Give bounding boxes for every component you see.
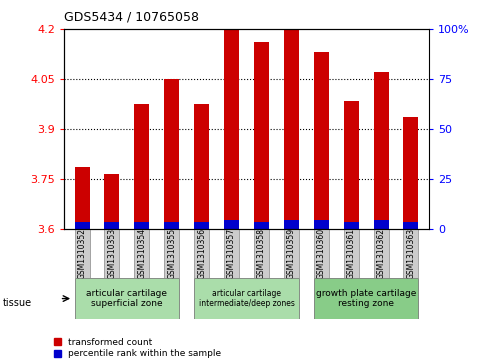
Bar (284, 220, 299, 229)
Bar (105, 222, 119, 229)
Text: GSM1310360: GSM1310360 (317, 228, 326, 279)
Bar (403, 117, 419, 229)
Bar (314, 52, 329, 229)
Text: articular cartilage
intermediate/deep zones: articular cartilage intermediate/deep zo… (199, 289, 294, 308)
Bar (403, 222, 419, 229)
Bar (194, 278, 299, 319)
Text: GSM1310362: GSM1310362 (377, 228, 386, 279)
Text: GSM1310357: GSM1310357 (227, 228, 236, 279)
Text: tissue: tissue (2, 298, 32, 308)
Bar (135, 222, 149, 229)
Text: GSM1310356: GSM1310356 (197, 228, 206, 279)
Text: GSM1310354: GSM1310354 (138, 228, 146, 279)
Text: GSM1310359: GSM1310359 (287, 228, 296, 279)
Bar (284, 229, 299, 278)
Text: growth plate cartilage
resting zone: growth plate cartilage resting zone (316, 289, 416, 308)
Bar (135, 229, 149, 278)
Bar (403, 229, 419, 278)
Text: GDS5434 / 10765058: GDS5434 / 10765058 (64, 11, 199, 24)
Bar (105, 229, 119, 278)
Bar (74, 222, 90, 229)
Text: GSM1310363: GSM1310363 (406, 228, 416, 279)
Bar (105, 174, 119, 229)
Bar (314, 220, 329, 229)
Bar (344, 229, 358, 278)
Bar (314, 229, 329, 278)
Bar (314, 278, 419, 319)
Text: articular cartilage
superficial zone: articular cartilage superficial zone (86, 289, 168, 308)
Bar (344, 222, 358, 229)
Bar (374, 220, 388, 229)
Text: GSM1310353: GSM1310353 (107, 228, 116, 279)
Bar (194, 222, 209, 229)
Bar (254, 42, 269, 229)
Legend: transformed count, percentile rank within the sample: transformed count, percentile rank withi… (54, 338, 221, 359)
Bar (254, 229, 269, 278)
Bar (74, 167, 90, 229)
Text: GSM1310361: GSM1310361 (347, 228, 355, 279)
Text: GSM1310352: GSM1310352 (77, 228, 87, 279)
Bar (224, 229, 239, 278)
Bar (374, 72, 388, 229)
Bar (224, 220, 239, 229)
Bar (164, 222, 179, 229)
Text: GSM1310355: GSM1310355 (167, 228, 176, 279)
Bar (254, 222, 269, 229)
Bar (224, 29, 239, 229)
Bar (194, 104, 209, 229)
Bar (164, 229, 179, 278)
Bar (374, 229, 388, 278)
Bar (135, 104, 149, 229)
Bar (164, 79, 179, 229)
Text: GSM1310358: GSM1310358 (257, 228, 266, 279)
Bar (194, 229, 209, 278)
Bar (284, 29, 299, 229)
Bar (74, 229, 90, 278)
Bar (74, 278, 179, 319)
Bar (344, 101, 358, 229)
